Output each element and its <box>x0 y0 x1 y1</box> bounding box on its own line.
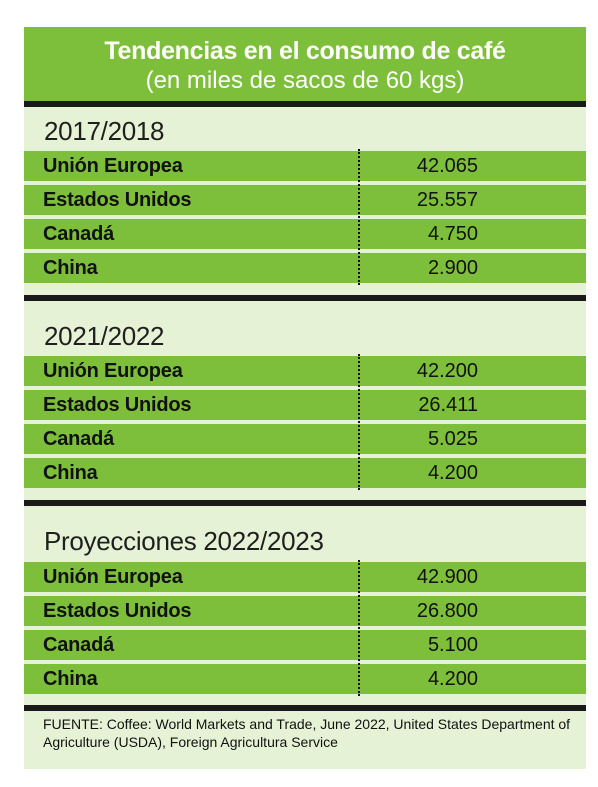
table-row: Unión Europea 42.900 <box>24 562 586 592</box>
table-row: Estados Unidos 26.411 <box>24 390 586 420</box>
row-value: 42.200 <box>416 360 478 382</box>
header-banner: Tendencias en el consumo de café (en mil… <box>24 27 586 101</box>
row-label: Estados Unidos <box>43 189 192 211</box>
table-row: Canadá 5.025 <box>24 424 586 454</box>
row-value: 26.800 <box>416 600 478 622</box>
column-divider <box>358 149 360 285</box>
row-value: 25.557 <box>416 189 478 211</box>
source-note: FUENTE: Coffee: World Markets and Trade,… <box>43 716 571 750</box>
column-divider <box>358 354 360 490</box>
row-value: 42.900 <box>416 566 478 588</box>
section-rule <box>24 500 586 506</box>
row-value: 4.200 <box>427 668 478 690</box>
section-title-2: 2021/2022 <box>44 321 165 351</box>
table-row: Estados Unidos 25.557 <box>24 185 586 215</box>
section-rule <box>24 295 586 301</box>
row-value: 4.750 <box>427 223 478 245</box>
row-value: 2.900 <box>427 257 478 279</box>
section-rule <box>24 101 586 107</box>
row-label: China <box>43 257 98 279</box>
table-row: Estados Unidos 26.800 <box>24 596 586 626</box>
row-label: Unión Europea <box>43 566 183 588</box>
table-row: Unión Europea 42.200 <box>24 356 586 386</box>
row-label: Canadá <box>43 223 115 245</box>
row-label: China <box>43 462 98 484</box>
row-value: 42.065 <box>416 155 478 177</box>
table-row: China 4.200 <box>24 664 586 694</box>
row-label: Canadá <box>43 634 115 656</box>
table-row: Canadá 5.100 <box>24 630 586 660</box>
row-label: Canadá <box>43 428 115 450</box>
column-divider <box>358 560 360 696</box>
chart-subtitle: (en miles de sacos de 60 kgs) <box>145 67 465 94</box>
table-row: China 2.900 <box>24 253 586 283</box>
row-value: 4.200 <box>427 462 478 484</box>
table-row: China 4.200 <box>24 458 586 488</box>
row-label: Estados Unidos <box>43 394 192 416</box>
row-value: 5.025 <box>427 428 478 450</box>
infographic-panel: Tendencias en el consumo de café (en mil… <box>24 27 586 769</box>
table-row: Unión Europea 42.065 <box>24 151 586 181</box>
row-value: 5.100 <box>427 634 478 656</box>
row-label: Unión Europea <box>43 360 183 382</box>
row-value: 26.411 <box>418 394 478 416</box>
chart-title: Tendencias en el consumo de café <box>104 37 506 65</box>
section-title-1: 2017/2018 <box>44 116 165 146</box>
section-title-3: Proyecciones 2022/2023 <box>44 526 324 556</box>
table-row: Canadá 4.750 <box>24 219 586 249</box>
row-label: Estados Unidos <box>43 600 192 622</box>
section-rule <box>24 705 586 711</box>
row-label: China <box>43 668 98 690</box>
row-label: Unión Europea <box>43 155 183 177</box>
